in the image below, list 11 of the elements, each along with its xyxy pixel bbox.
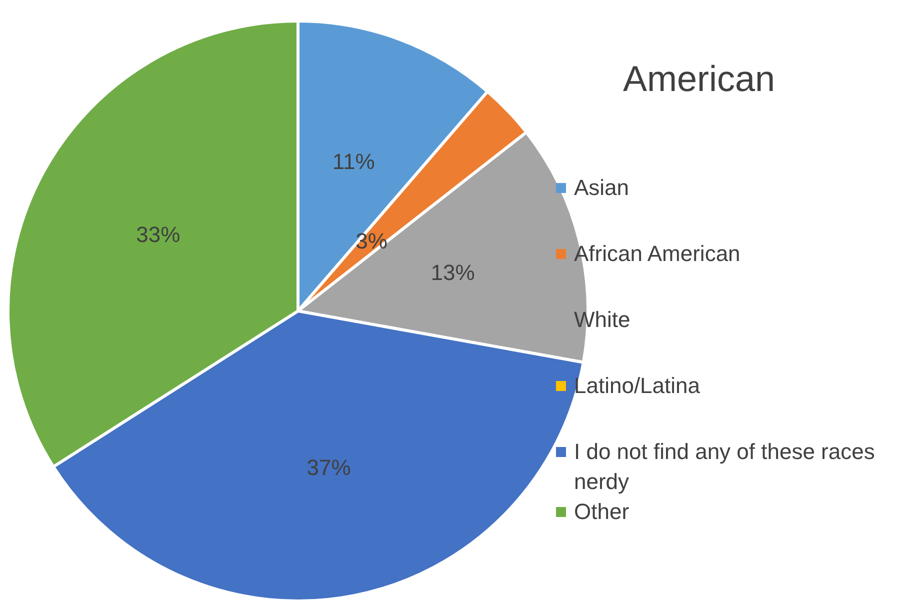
- data-label: 37%: [306, 455, 351, 480]
- legend-label: Other: [574, 498, 630, 526]
- legend-label: Asian: [574, 174, 630, 202]
- data-label: 13%: [430, 260, 475, 286]
- slice-label: White: [574, 306, 630, 334]
- legend-label: African American: [574, 240, 740, 268]
- data-label: 33%: [136, 222, 180, 247]
- legend-label: I do not find any of these races nerdy: [574, 438, 876, 496]
- legend-label: Latino/Latina: [574, 372, 700, 400]
- data-label: 11%: [332, 149, 375, 174]
- text: American: [623, 58, 776, 100]
